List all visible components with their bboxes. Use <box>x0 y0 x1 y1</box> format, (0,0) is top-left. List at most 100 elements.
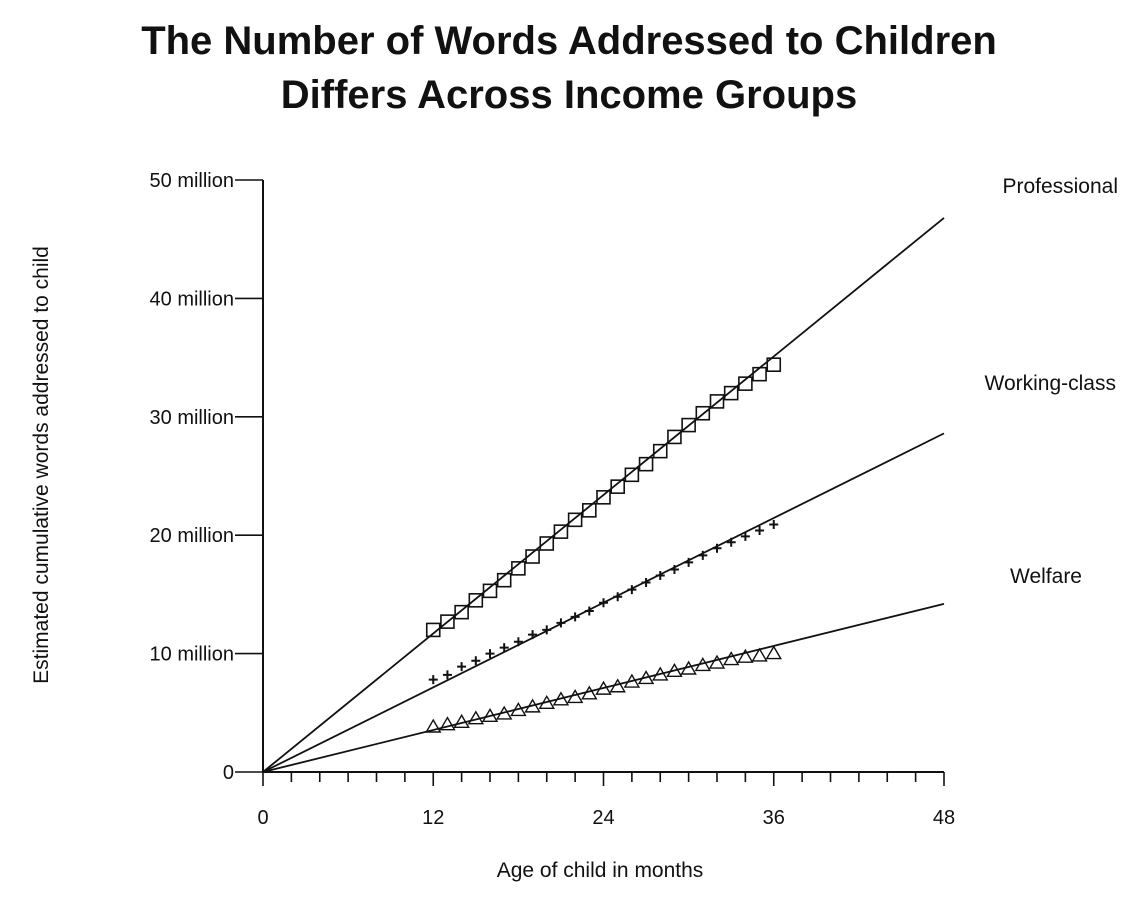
point-welfare <box>722 651 740 666</box>
point-professional <box>766 357 782 373</box>
point-welfare <box>637 670 655 685</box>
point-working-class <box>698 550 708 560</box>
point-professional <box>652 443 668 459</box>
point-welfare <box>425 718 442 733</box>
point-professional <box>425 622 441 638</box>
point-working-class <box>457 662 467 672</box>
point-professional <box>624 467 640 483</box>
point-professional <box>553 524 569 539</box>
point-working-class <box>442 670 452 680</box>
point-professional <box>454 604 469 620</box>
point-working-class <box>528 630 538 640</box>
chart-title: The Number of Words Addressed to Childre… <box>0 14 1138 122</box>
chart-title-line-1: The Number of Words Addressed to Childre… <box>141 19 997 63</box>
point-welfare <box>765 645 782 660</box>
point-professional <box>525 549 540 564</box>
y-axis-label: Estimated cumulative words addressed to … <box>30 246 53 684</box>
point-working-class <box>542 625 552 635</box>
point-welfare <box>595 680 612 695</box>
point-welfare <box>538 694 555 710</box>
trend-lines <box>262 217 945 773</box>
point-working-class <box>627 585 637 595</box>
point-working-class <box>499 643 509 653</box>
point-working-class <box>684 557 694 567</box>
point-professional <box>709 394 725 409</box>
y-tick-label: 20 million <box>150 525 234 547</box>
point-welfare <box>481 707 499 723</box>
point-professional <box>695 405 711 421</box>
y-tick-label: 40 million <box>150 288 234 310</box>
point-professional <box>723 385 739 401</box>
point-welfare <box>439 716 456 731</box>
x-tick-label: 12 <box>422 807 444 829</box>
point-working-class <box>428 675 438 685</box>
series-label-working-class: Working-class <box>985 372 1116 395</box>
point-professional <box>596 490 611 505</box>
x-tick-label: 48 <box>933 807 955 829</box>
point-welfare <box>566 689 584 704</box>
point-professional <box>738 376 753 391</box>
point-professional <box>539 536 555 551</box>
point-professional <box>511 561 526 576</box>
point-welfare <box>652 666 669 681</box>
trend-line-welfare <box>262 602 945 773</box>
point-welfare <box>524 698 541 713</box>
point-welfare <box>666 662 683 678</box>
series-labels: Professional Working-class Welfare <box>985 175 1118 588</box>
point-working-class <box>740 531 750 541</box>
point-working-class <box>726 537 736 547</box>
point-welfare <box>467 710 485 725</box>
y-tick-label: 30 million <box>150 407 234 429</box>
point-working-class <box>669 565 679 575</box>
point-welfare <box>510 702 527 717</box>
point-professional <box>610 479 625 494</box>
x-tick-label: 24 <box>592 807 614 829</box>
point-working-class <box>485 649 495 659</box>
point-welfare <box>609 678 626 693</box>
x-tick-label: 0 <box>257 807 268 829</box>
y-tick-label: 0 <box>223 762 234 784</box>
point-working-class <box>570 612 580 622</box>
point-working-class <box>513 637 523 647</box>
point-working-class <box>613 592 623 602</box>
point-working-class <box>755 525 765 535</box>
point-professional <box>638 456 654 472</box>
point-working-class <box>599 598 608 608</box>
point-working-class <box>556 618 566 628</box>
point-professional <box>567 512 583 528</box>
point-professional <box>667 429 682 445</box>
x-axis-label: Age of child in months <box>497 859 704 882</box>
point-working-class <box>655 570 665 580</box>
point-professional <box>752 366 767 382</box>
series-label-welfare: Welfare <box>1010 565 1082 588</box>
point-working-class <box>769 520 779 530</box>
point-welfare <box>453 713 470 728</box>
y-tick-label: 50 million <box>150 170 234 192</box>
y-tick-label: 10 million <box>150 644 234 666</box>
x-tick-label: 36 <box>763 807 785 829</box>
series-label-professional: Professional <box>1002 175 1118 198</box>
point-working-class <box>471 656 481 666</box>
point-welfare <box>495 705 513 720</box>
point-welfare <box>751 647 768 662</box>
point-working-class <box>712 543 722 553</box>
chart-title-line-2: Differs Across Income Groups <box>280 73 858 117</box>
point-welfare <box>581 685 598 700</box>
point-working-class <box>641 578 651 588</box>
point-welfare <box>680 660 697 675</box>
axes: 0 12 24 36 48 0 10 million 20 million 30 million… <box>150 170 956 829</box>
trend-line-professional <box>262 217 945 773</box>
data-points <box>425 357 782 733</box>
point-welfare <box>694 657 712 672</box>
point-welfare <box>737 648 754 663</box>
point-professional <box>582 503 597 518</box>
point-professional <box>496 572 512 588</box>
point-professional <box>468 593 484 608</box>
point-welfare <box>623 673 641 688</box>
point-working-class <box>584 606 594 616</box>
point-professional <box>440 614 455 629</box>
point-professional <box>482 583 498 599</box>
point-professional <box>681 417 696 433</box>
point-welfare <box>552 691 570 706</box>
